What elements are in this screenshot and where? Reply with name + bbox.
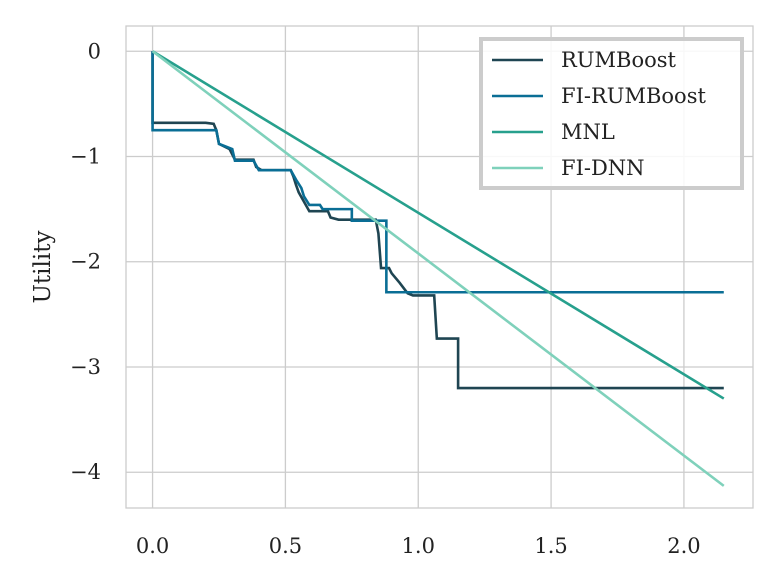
series-line-mnl [151,50,725,400]
legend-label: FI-RUMBoost [561,84,706,108]
legend: RUMBoost FI-RUMBoost MNL FI-DNN [479,37,744,190]
x-tick-label: 1.0 [402,534,435,558]
y-axis-label: Utility [30,231,56,304]
series-line-fi-dnn [151,50,725,487]
plot-frame [125,25,754,509]
series-line-fi-rumboost [151,51,724,294]
y-tick-label: −3 [70,355,101,379]
y-tick-label: −2 [70,250,101,274]
x-tick-label: 2.0 [667,534,700,558]
series-layer [151,50,725,487]
legend-box [479,37,744,190]
x-tick-label: 1.5 [534,534,567,558]
legend-label: MNL [561,120,615,144]
y-tick-label: 0 [88,39,101,63]
legend-label: FI-DNN [561,156,645,180]
y-tick-label: −1 [70,144,101,168]
y-tick-labels: 0 −1 −2 −3 −4 [70,39,101,484]
legend-label: RUMBoost [561,48,677,72]
y-tick-label: −4 [70,460,101,484]
x-tick-label: 0.0 [136,534,169,558]
x-tick-label: 0.5 [269,534,302,558]
x-tick-labels: 0.0 0.5 1.0 1.5 2.0 [136,534,701,558]
